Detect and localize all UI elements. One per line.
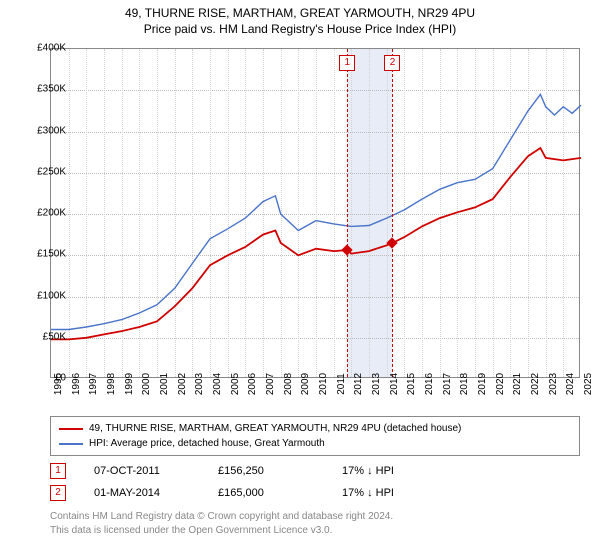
footer-line2: This data is licensed under the Open Gov… [50, 524, 393, 538]
footer: Contains HM Land Registry data © Crown c… [50, 510, 393, 538]
event-row-2: 2 01-MAY-2014 £165,000 17% ↓ HPI [50, 482, 438, 504]
x-tick-label: 2007 [265, 373, 276, 395]
event-date-2: 01-MAY-2014 [94, 487, 190, 499]
x-tick-label: 2025 [583, 373, 594, 395]
event-price-2: £165,000 [218, 487, 314, 499]
title-subtitle: Price paid vs. HM Land Registry's House … [0, 22, 600, 38]
x-tick-label: 2022 [530, 373, 541, 395]
x-tick-label: 2015 [406, 373, 417, 395]
y-tick-label: £200K [22, 208, 66, 219]
x-tick-label: 1996 [71, 373, 82, 395]
title-block: 49, THURNE RISE, MARTHAM, GREAT YARMOUTH… [0, 0, 600, 37]
event-delta-2: 17% ↓ HPI [342, 487, 438, 499]
event-marker-2: 2 [50, 485, 66, 501]
x-tick-label: 1997 [88, 373, 99, 395]
legend-swatch-property [59, 428, 83, 430]
x-tick-label: 2020 [495, 373, 506, 395]
legend-swatch-hpi [59, 443, 83, 445]
chart-lines-svg [51, 49, 579, 377]
footer-line1: Contains HM Land Registry data © Crown c… [50, 510, 393, 524]
y-tick-label: £300K [22, 125, 66, 136]
y-tick-label: £250K [22, 166, 66, 177]
x-tick-label: 1998 [106, 373, 117, 395]
x-tick-label: 2003 [194, 373, 205, 395]
x-tick-label: 2006 [247, 373, 258, 395]
x-tick-label: 2013 [371, 373, 382, 395]
x-tick-label: 2004 [212, 373, 223, 395]
y-tick-label: £400K [22, 43, 66, 54]
event-number-box: 1 [339, 55, 355, 71]
x-tick-label: 2005 [230, 373, 241, 395]
x-tick-label: 2014 [389, 373, 400, 395]
x-tick-label: 2009 [300, 373, 311, 395]
event-price-1: £156,250 [218, 465, 314, 477]
x-tick-label: 1995 [53, 373, 64, 395]
x-tick-label: 2002 [177, 373, 188, 395]
legend-row-property: 49, THURNE RISE, MARTHAM, GREAT YARMOUTH… [59, 421, 571, 436]
legend-label-property: 49, THURNE RISE, MARTHAM, GREAT YARMOUTH… [89, 421, 461, 436]
y-tick-label: £150K [22, 249, 66, 260]
x-tick-label: 2016 [424, 373, 435, 395]
event-vline [347, 49, 348, 377]
x-tick-label: 2021 [512, 373, 523, 395]
x-tick-label: 2024 [565, 373, 576, 395]
x-tick-label: 2023 [548, 373, 559, 395]
x-tick-label: 2019 [477, 373, 488, 395]
event-date-1: 07-OCT-2011 [94, 465, 190, 477]
y-tick-label: £350K [22, 84, 66, 95]
x-tick-label: 2017 [442, 373, 453, 395]
x-tick-label: 2011 [336, 373, 347, 395]
legend: 49, THURNE RISE, MARTHAM, GREAT YARMOUTH… [50, 416, 580, 456]
y-tick-label: £50K [22, 331, 66, 342]
series-line-hpi [51, 94, 581, 329]
x-tick-label: 2018 [459, 373, 470, 395]
legend-label-hpi: HPI: Average price, detached house, Grea… [89, 436, 325, 451]
event-row-1: 1 07-OCT-2011 £156,250 17% ↓ HPI [50, 460, 438, 482]
x-tick-label: 2008 [283, 373, 294, 395]
events-table: 1 07-OCT-2011 £156,250 17% ↓ HPI 2 01-MA… [50, 460, 438, 504]
x-tick-label: 2012 [353, 373, 364, 395]
chart-plot-area: 12 [50, 48, 580, 378]
event-delta-1: 17% ↓ HPI [342, 465, 438, 477]
title-address: 49, THURNE RISE, MARTHAM, GREAT YARMOUTH… [0, 6, 600, 22]
legend-row-hpi: HPI: Average price, detached house, Grea… [59, 436, 571, 451]
y-tick-label: £100K [22, 290, 66, 301]
x-tick-label: 2000 [141, 373, 152, 395]
x-tick-label: 2010 [318, 373, 329, 395]
chart-container: 49, THURNE RISE, MARTHAM, GREAT YARMOUTH… [0, 0, 600, 560]
event-marker-1: 1 [50, 463, 66, 479]
x-tick-label: 2001 [159, 373, 170, 395]
x-tick-label: 1999 [124, 373, 135, 395]
series-line-property [51, 148, 581, 339]
event-number-box: 2 [384, 55, 400, 71]
event-vline [392, 49, 393, 377]
